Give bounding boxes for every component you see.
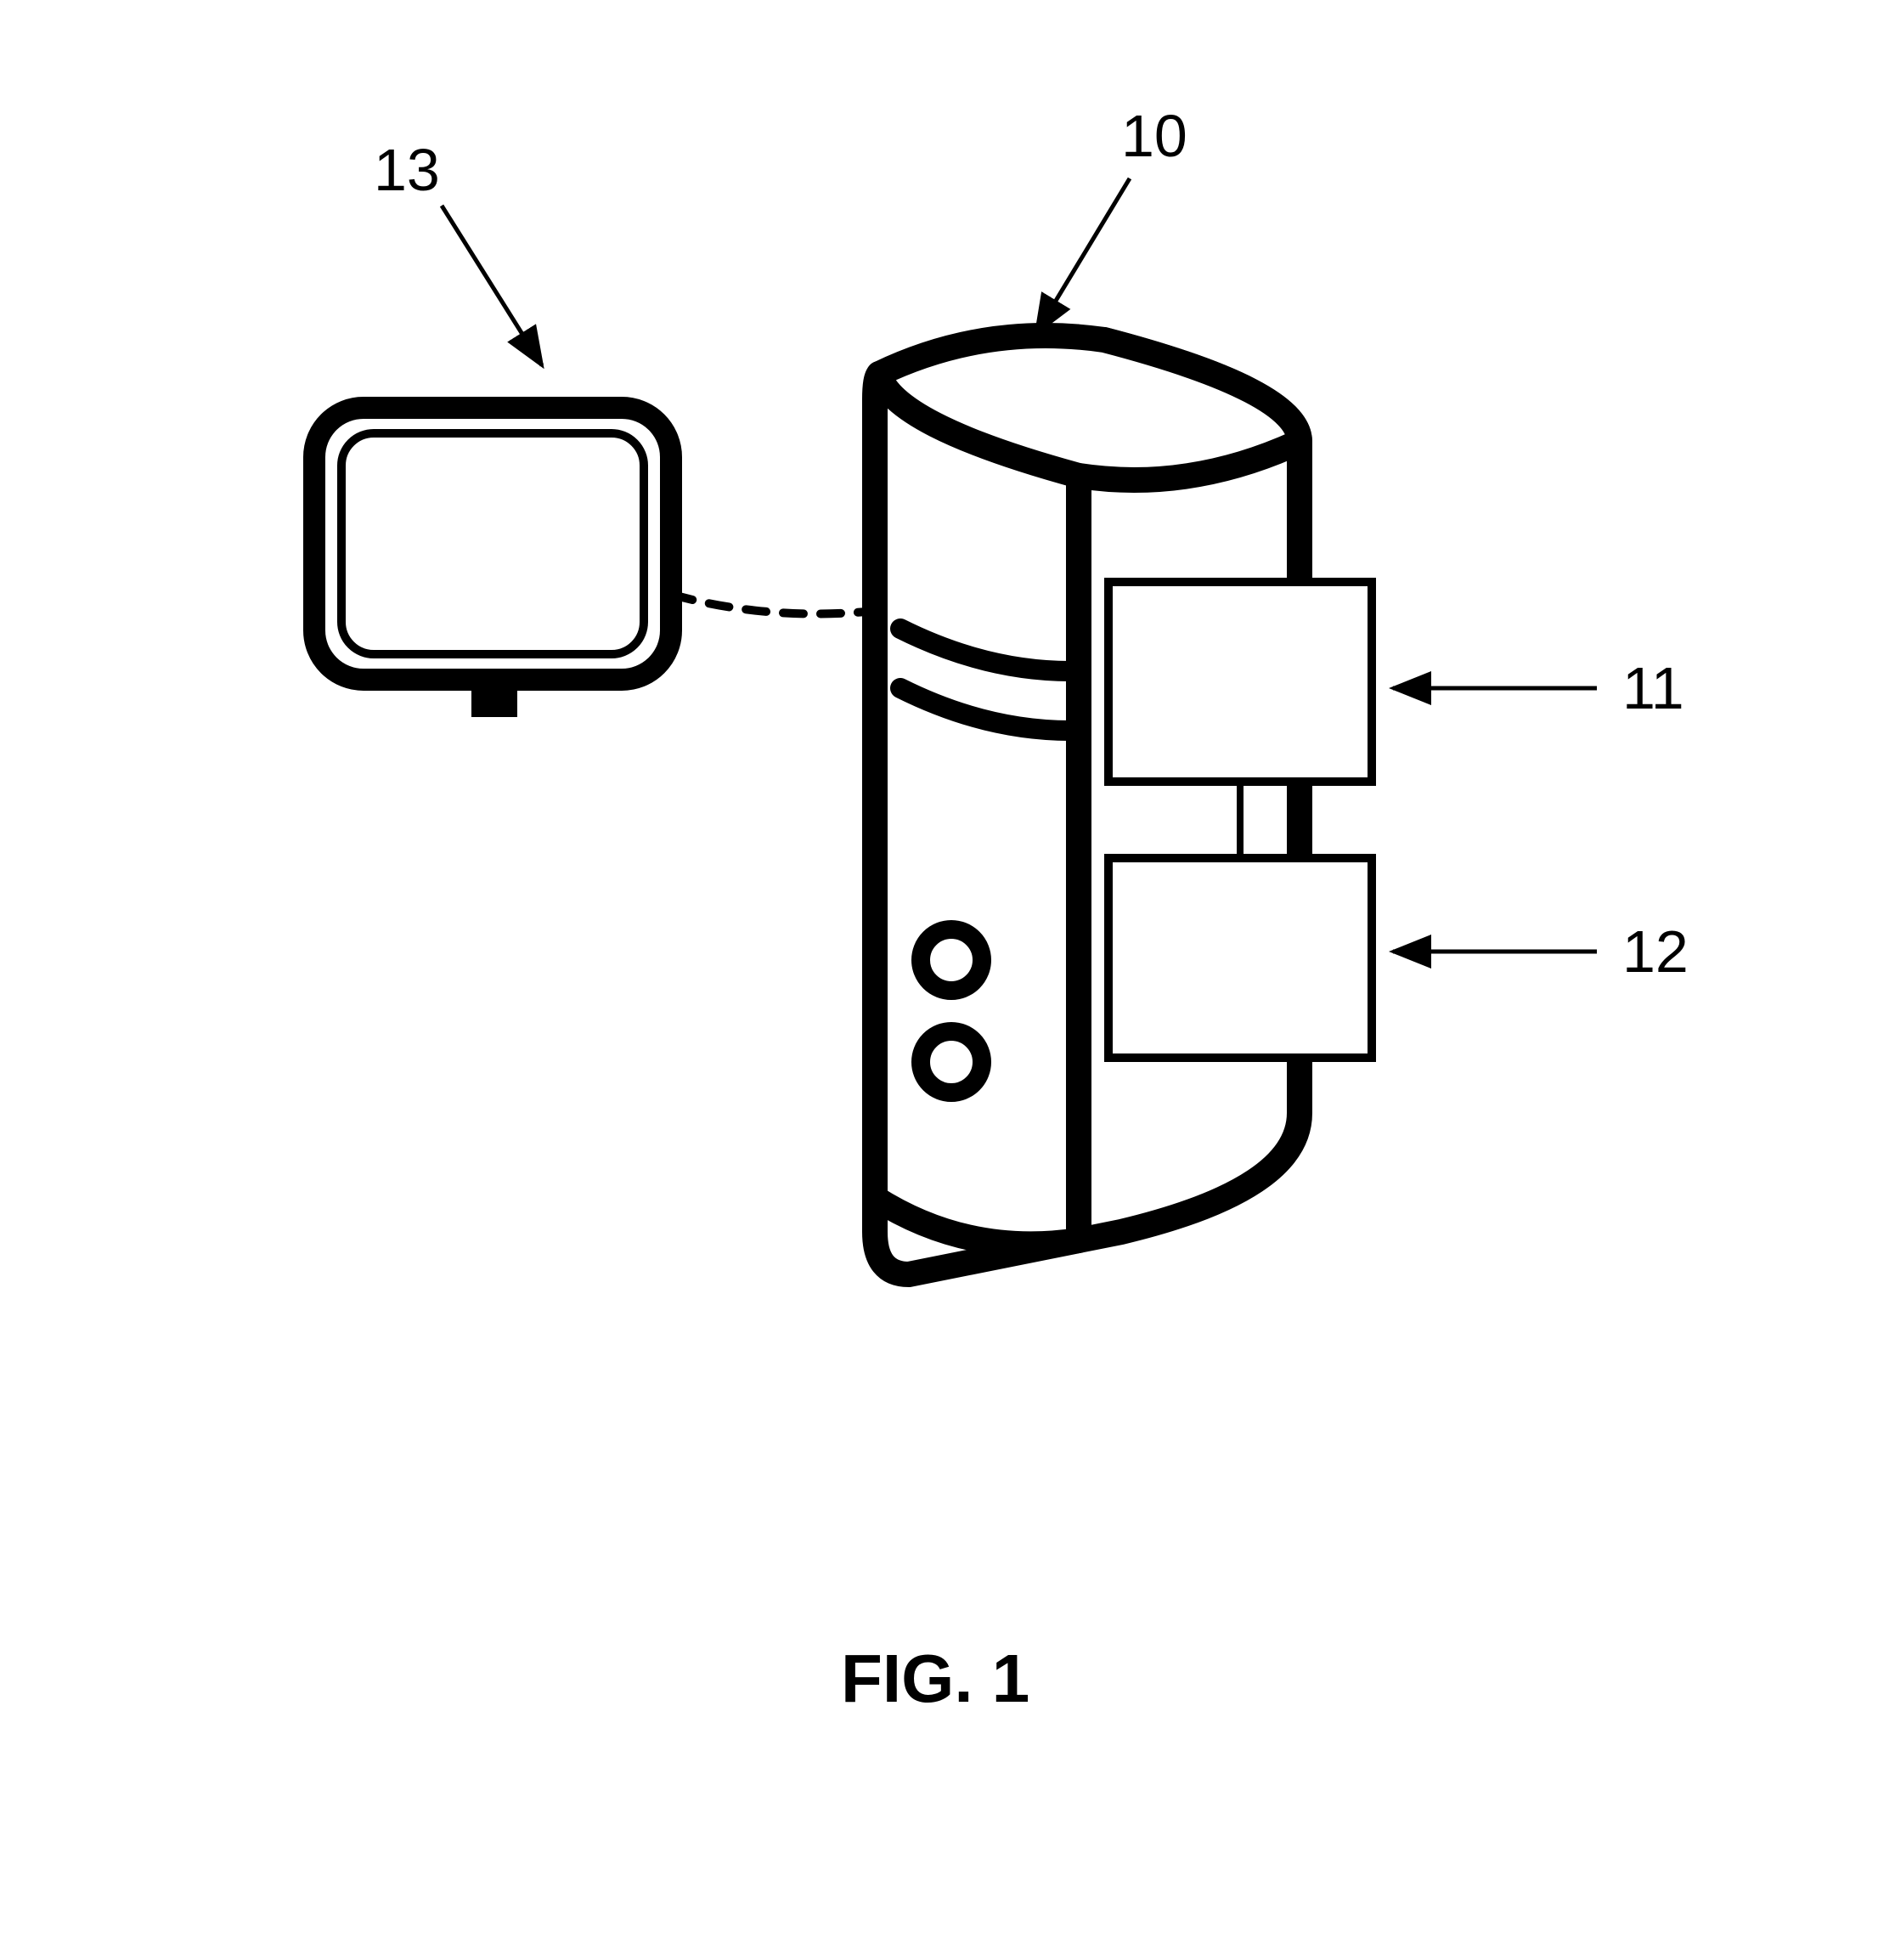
leader-tower bbox=[1036, 178, 1130, 333]
box-upper bbox=[1108, 582, 1372, 782]
leader-monitor bbox=[442, 206, 542, 365]
figure-stage: 13 10 11 12 FIG. 1 bbox=[0, 0, 1878, 1960]
tower-icon bbox=[875, 336, 1300, 1274]
connection-dashed bbox=[673, 595, 866, 614]
label-tower: 10 bbox=[1121, 102, 1187, 170]
label-monitor: 13 bbox=[374, 136, 440, 204]
label-box-upper: 11 bbox=[1622, 654, 1684, 722]
monitor-icon bbox=[314, 408, 671, 717]
box-lower bbox=[1108, 858, 1372, 1058]
figure-caption: FIG. 1 bbox=[841, 1640, 1029, 1718]
label-box-lower: 12 bbox=[1622, 918, 1689, 986]
